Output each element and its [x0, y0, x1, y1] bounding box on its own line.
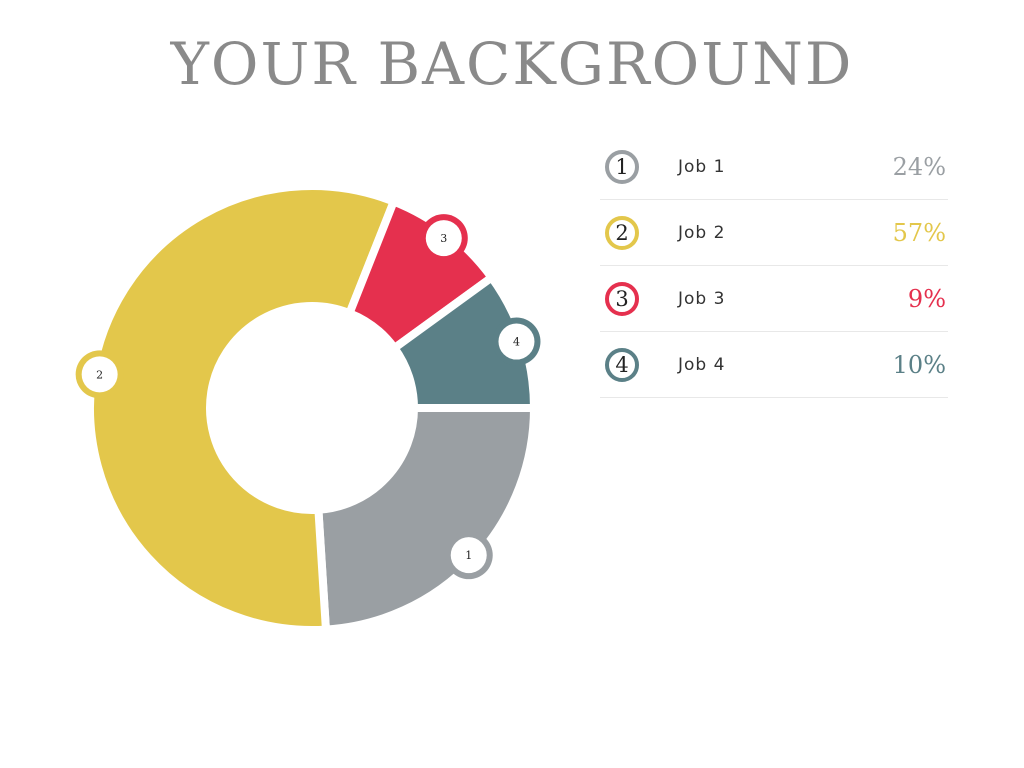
slice-marker-1: 1 — [444, 531, 493, 580]
marker-fill — [450, 537, 487, 574]
slice-marker-4: 4 — [492, 317, 541, 366]
marker-fill — [81, 356, 118, 393]
legend-item-4: 4 Job 4 10% — [600, 332, 948, 398]
legend-percentage: 9% — [907, 284, 946, 313]
slice-marker-2: 2 — [75, 350, 124, 399]
legend-item-1: 1 Job 1 24% — [600, 134, 948, 200]
donut-slice-4 — [388, 271, 539, 412]
legend-percentage: 10% — [892, 350, 946, 379]
legend-label: Job 1 — [678, 156, 726, 177]
marker-fill — [425, 220, 462, 257]
slice-marker-3: 3 — [419, 214, 468, 263]
legend-percentage: 57% — [892, 218, 946, 247]
marker-label: 4 — [513, 336, 520, 349]
marker-fill — [498, 323, 535, 360]
legend-number-badge: 1 — [605, 149, 639, 184]
legend-percentage: 24% — [892, 152, 946, 181]
legend-item-2: 2 Job 2 57% — [600, 200, 948, 266]
legend-label: Job 2 — [678, 222, 726, 243]
legend-number-badge: 3 — [605, 281, 639, 316]
donut-slice-2 — [86, 182, 399, 634]
marker-label: 2 — [96, 368, 103, 381]
legend-item-3: 3 Job 3 9% — [600, 266, 948, 332]
donut-slice-1 — [314, 404, 539, 634]
legend-label: Job 3 — [678, 288, 726, 309]
legend-number-badge: 2 — [605, 215, 639, 250]
legend: 1 Job 1 24% 2 Job 2 57% 3 Job 3 9% 4 Job 4 10% — [600, 134, 948, 398]
page-title: YOUR BACKGROUND — [170, 30, 854, 98]
legend-label: Job 4 — [678, 354, 726, 375]
marker-label: 1 — [465, 549, 472, 562]
legend-number-badge: 4 — [605, 347, 639, 382]
marker-label: 3 — [440, 232, 447, 245]
